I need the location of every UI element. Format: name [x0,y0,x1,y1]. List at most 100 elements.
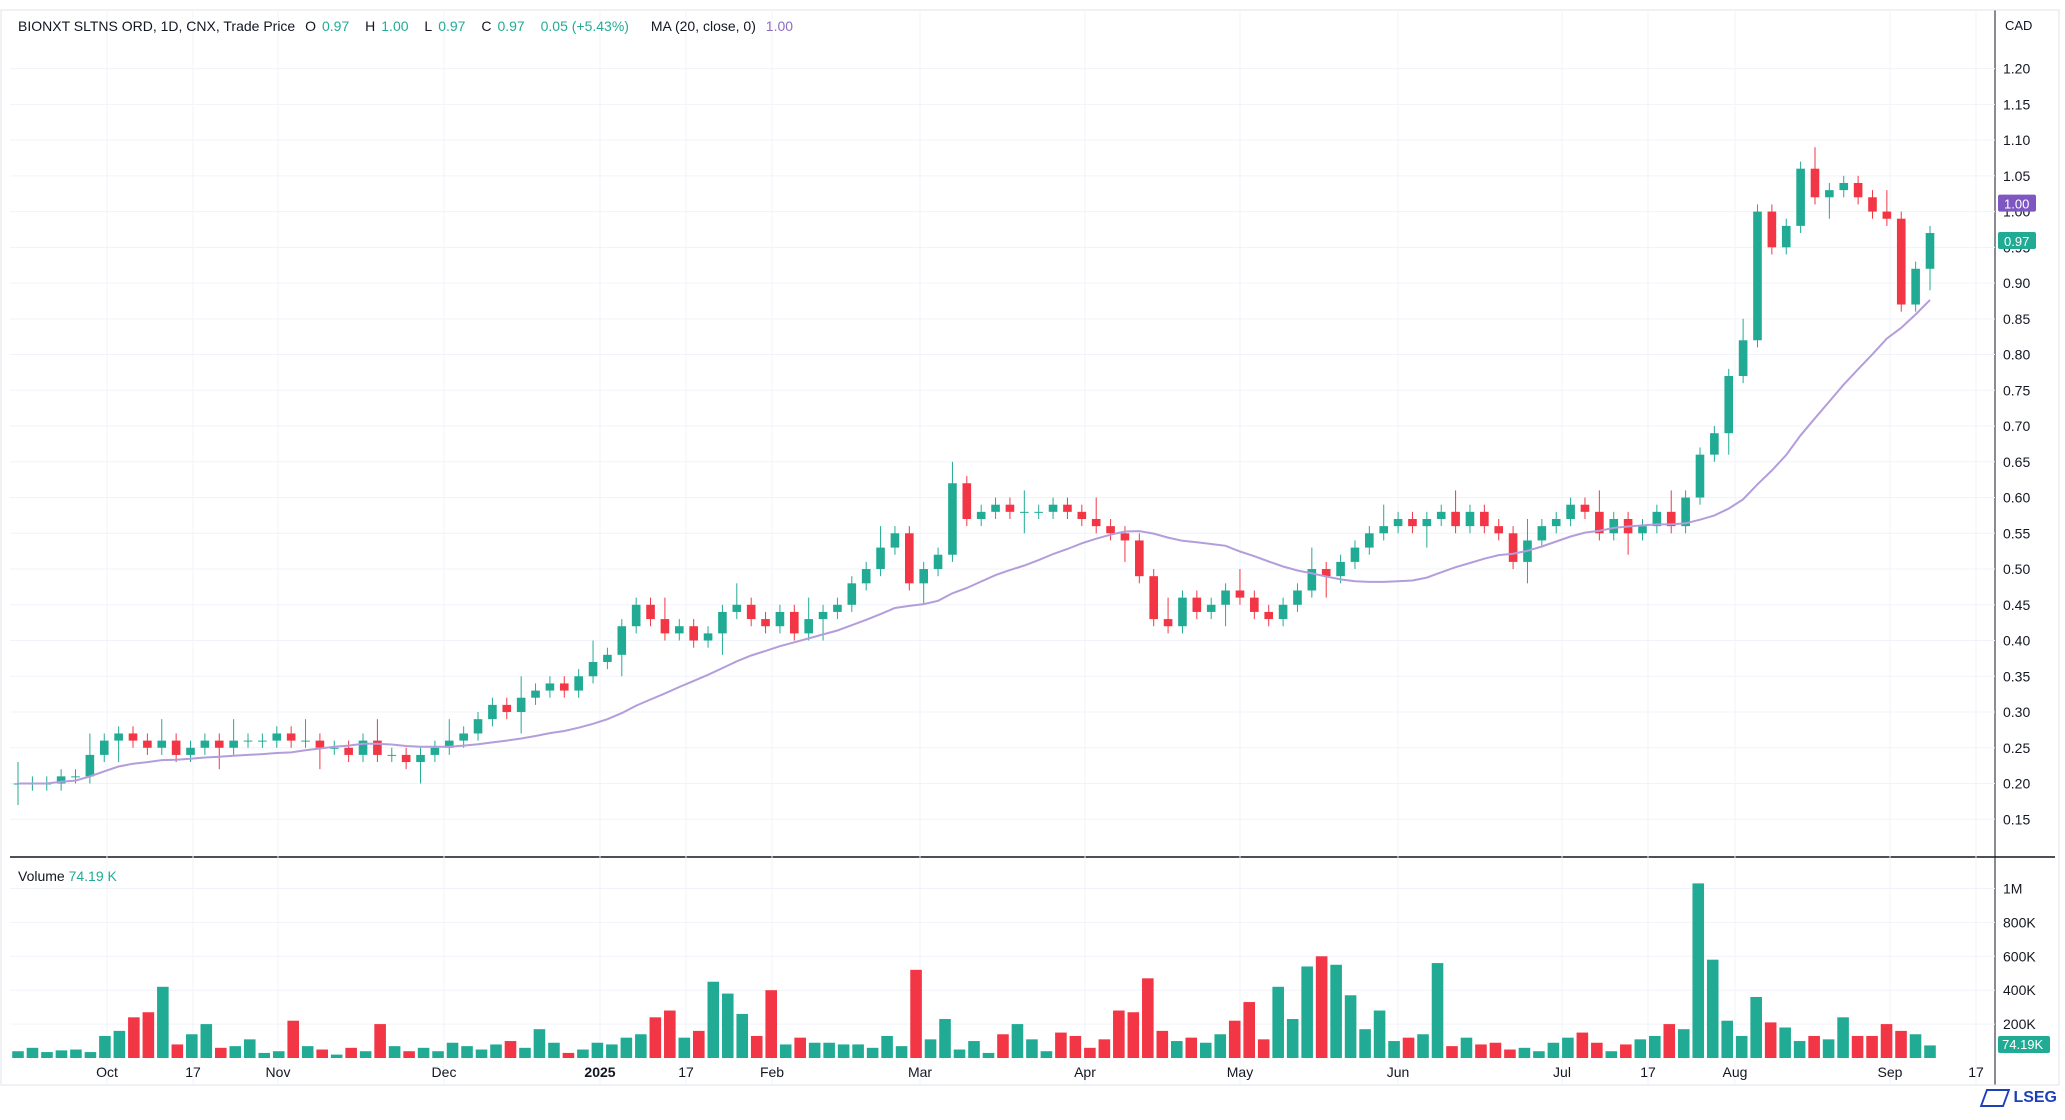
volume-bar [562,1052,575,1058]
volume-bar [1866,1035,1878,1058]
time-tick-label: Mar [908,1064,932,1080]
candle-body [1365,533,1374,548]
ma-price-tag-bg [1998,194,2036,212]
candle-body [1609,518,1619,534]
price-tick-label: 0.30 [2003,704,2030,720]
candle-body [1163,619,1173,627]
candle-body [775,611,785,627]
candle-body [631,604,641,627]
volume-bar [1721,1020,1734,1058]
volume-bar [1011,1024,1024,1058]
volume-bar [1098,1039,1111,1058]
volume-bar [1315,956,1328,1058]
lseg-logo-icon [1980,1089,2011,1107]
candle-body [1494,526,1504,534]
candle-body [962,483,972,519]
volume-bar [606,1044,618,1058]
volume-bar [12,1051,24,1058]
volume-bar [910,969,922,1058]
volume-bar [186,1034,198,1058]
volume-bar [1909,1034,1922,1058]
candle-body [1091,518,1101,527]
volume-bar [316,1049,328,1058]
candle-body [1321,569,1331,577]
volume-bar [287,1020,300,1058]
candle-body [1206,604,1216,612]
volume-bar [837,1044,850,1058]
volume-bar [1055,1032,1067,1058]
candle-body [1724,376,1734,434]
candle-body [1307,569,1317,591]
price-tick-label: 0.60 [2003,490,2030,506]
volume-bar [1170,1041,1183,1058]
candle-body [1408,518,1417,527]
candle-body [1005,504,1015,512]
volume-bar [808,1042,821,1058]
candle-body [1250,597,1259,612]
candle-body [401,754,411,763]
volume-value: 74.19 K [68,868,117,884]
volume-bar [1489,1042,1502,1058]
price-tick-label: 0.70 [2003,418,2030,434]
volume-bar [591,1042,604,1058]
candle-body [258,740,267,742]
volume-bar [1605,1051,1618,1058]
candle-body [703,633,713,641]
currency-label: CAD [2005,18,2032,33]
price-tick-label: 1.20 [2003,61,2030,77]
price-tick-label: 0.35 [2003,668,2030,684]
candle-body [1135,540,1144,577]
price-tick-label: 1.05 [2003,168,2030,184]
volume-bar [620,1037,633,1058]
candle-body [646,604,655,620]
candle-body [1235,590,1245,598]
volume-bar [1735,1035,1748,1058]
lseg-logo: LSEG [1980,1089,2057,1107]
candle-body [1753,211,1762,341]
legend-ma-value: 1.00 [765,18,794,34]
candle-body [473,719,483,734]
candle-body [1393,518,1403,527]
candle-body [1781,225,1791,248]
volume-bar [939,1019,951,1058]
legend-high: H 1.00 [365,18,409,34]
time-tick-label: 17 [1640,1064,1656,1080]
candle-body [1120,533,1130,541]
candle-body [1537,526,1547,541]
candle-body [1767,211,1777,248]
volume-bar [432,1051,444,1058]
volume-bar [1793,1041,1806,1058]
candle-body [1336,561,1345,577]
candle-body [1580,504,1590,512]
volume-bar [1272,986,1284,1058]
legend-ma-label: MA (20, close, 0) [650,18,756,34]
candle-body [85,754,95,777]
volume-bar [1460,1037,1473,1058]
candle-body [344,747,353,755]
candle-body [1278,604,1288,620]
volume-bar [823,1042,835,1058]
candle-body [1825,190,1834,198]
candle-body [214,740,224,748]
candle-body [186,747,195,755]
volume-bar [504,1041,517,1058]
candle-body [1911,268,1920,305]
candle-body [71,776,80,778]
candle-body [948,483,957,555]
candle-body [1034,511,1044,513]
time-tick-label: Jul [1553,1064,1571,1080]
candle-body [444,740,454,748]
candle-body [933,554,943,570]
volume-bar [635,1034,647,1058]
volume-bar [519,1047,531,1058]
candle-body [1738,340,1748,377]
candle-body [488,704,497,720]
volume-bar [1822,1039,1835,1058]
volume-tick-label: 200K [2003,1016,2036,1032]
candle-body [904,533,914,584]
price-tick-label: 0.20 [2003,776,2030,792]
volume-bar [417,1047,430,1058]
volume-bar [1533,1051,1545,1058]
volume-bar [1851,1035,1864,1058]
